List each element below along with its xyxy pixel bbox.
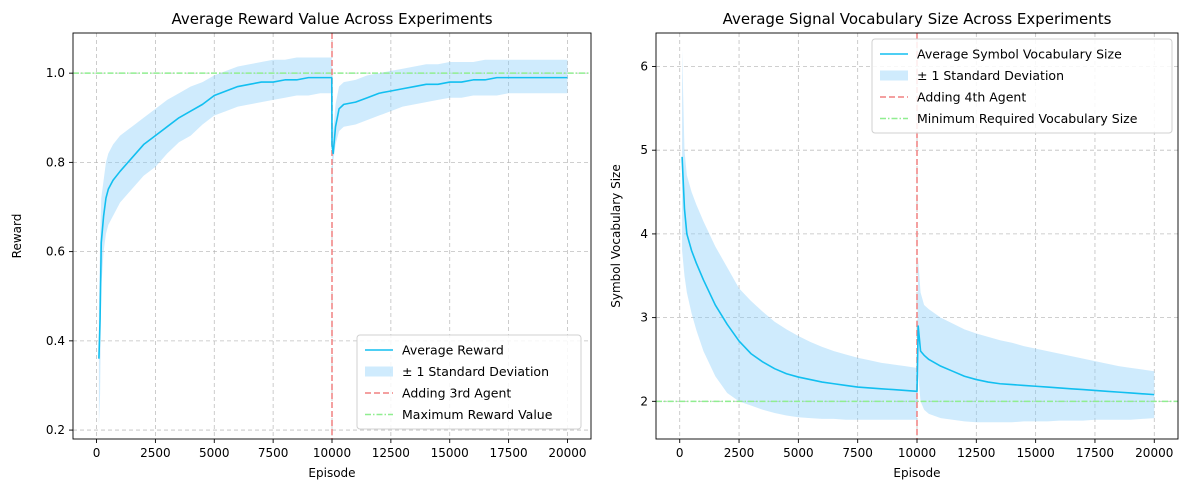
y-tick-label: 1.0	[46, 66, 65, 80]
chart-title: Average Signal Vocabulary Size Across Ex…	[723, 10, 1112, 28]
legend-entry-band: ± 1 Standard Deviation	[917, 68, 1064, 83]
chart-title: Average Reward Value Across Experiments	[171, 10, 492, 28]
chart-2: 0 2500 5000 7500 10000 12500 15000 17500 20000 2 3…	[609, 10, 1179, 480]
y-tick-label: 0.4	[46, 334, 65, 348]
x-tick-label: 10000	[898, 446, 936, 460]
legend-handle	[365, 366, 393, 377]
y-tick-label: 4	[640, 227, 648, 241]
legend-entry-band: ± 1 Standard Deviation	[402, 364, 549, 379]
x-tick-label: 5000	[199, 446, 230, 460]
legend-entry-vline: Adding 3rd Agent	[402, 386, 511, 401]
y-axis-label: Reward	[10, 214, 24, 259]
y-tick-label: 0.8	[46, 155, 65, 169]
x-tick-label: 17500	[489, 446, 527, 460]
y-tick-label: 2	[640, 394, 648, 408]
legend-box	[356, 334, 582, 430]
y-tick-label: 6	[640, 59, 648, 73]
y-tick-label: 0.6	[46, 245, 65, 259]
mean-line	[98, 76, 568, 359]
y-tick-label: 3	[640, 311, 648, 325]
x-axis-label: Episode	[893, 466, 940, 480]
x-tick-label: 7500	[842, 446, 873, 460]
x-tick-label: 20000	[548, 446, 586, 460]
legend-entry-hline: Minimum Required Vocabulary Size	[917, 111, 1138, 126]
legend-box	[871, 38, 1173, 134]
legend-entry-hline: Maximum Reward Value	[402, 407, 553, 422]
x-tick-label: 7500	[258, 446, 289, 460]
legend-handle	[880, 70, 908, 81]
x-tick-label: 12500	[372, 446, 410, 460]
x-tick-label: 2500	[140, 446, 171, 460]
x-tick-label: 20000	[1135, 446, 1173, 460]
legend-entry-mean: Average Symbol Vocabulary Size	[917, 47, 1122, 62]
std-band	[98, 57, 568, 426]
y-tick-label: 5	[640, 143, 648, 157]
chart-1: 0 2500 5000 7500 10000 12500 15000 17500 20000 0.…	[10, 10, 592, 480]
x-tick-label: 15000	[431, 446, 469, 460]
x-tick-label: 10000	[313, 446, 351, 460]
legend-entry-vline: Adding 4th Agent	[917, 90, 1026, 105]
y-axis-label: Symbol Vocabulary Size	[609, 164, 623, 307]
x-tick-label: 2500	[724, 446, 755, 460]
legend: Average Symbol Vocabulary Size ± 1 Standa…	[871, 38, 1173, 134]
x-tick-label: 17500	[1076, 446, 1114, 460]
legend-entry-mean: Average Reward	[402, 343, 504, 358]
x-tick-label: 5000	[783, 446, 814, 460]
y-tick-label: 0.2	[46, 423, 65, 437]
x-tick-label: 0	[676, 446, 684, 460]
x-tick-label: 12500	[957, 446, 995, 460]
legend: Average Reward ± 1 Standard Deviation Addi…	[356, 334, 582, 430]
plot-area	[73, 33, 591, 439]
x-tick-label: 0	[93, 446, 101, 460]
mean-line	[681, 156, 1155, 396]
x-axis-label: Episode	[308, 466, 355, 480]
x-tick-label: 15000	[1017, 446, 1055, 460]
